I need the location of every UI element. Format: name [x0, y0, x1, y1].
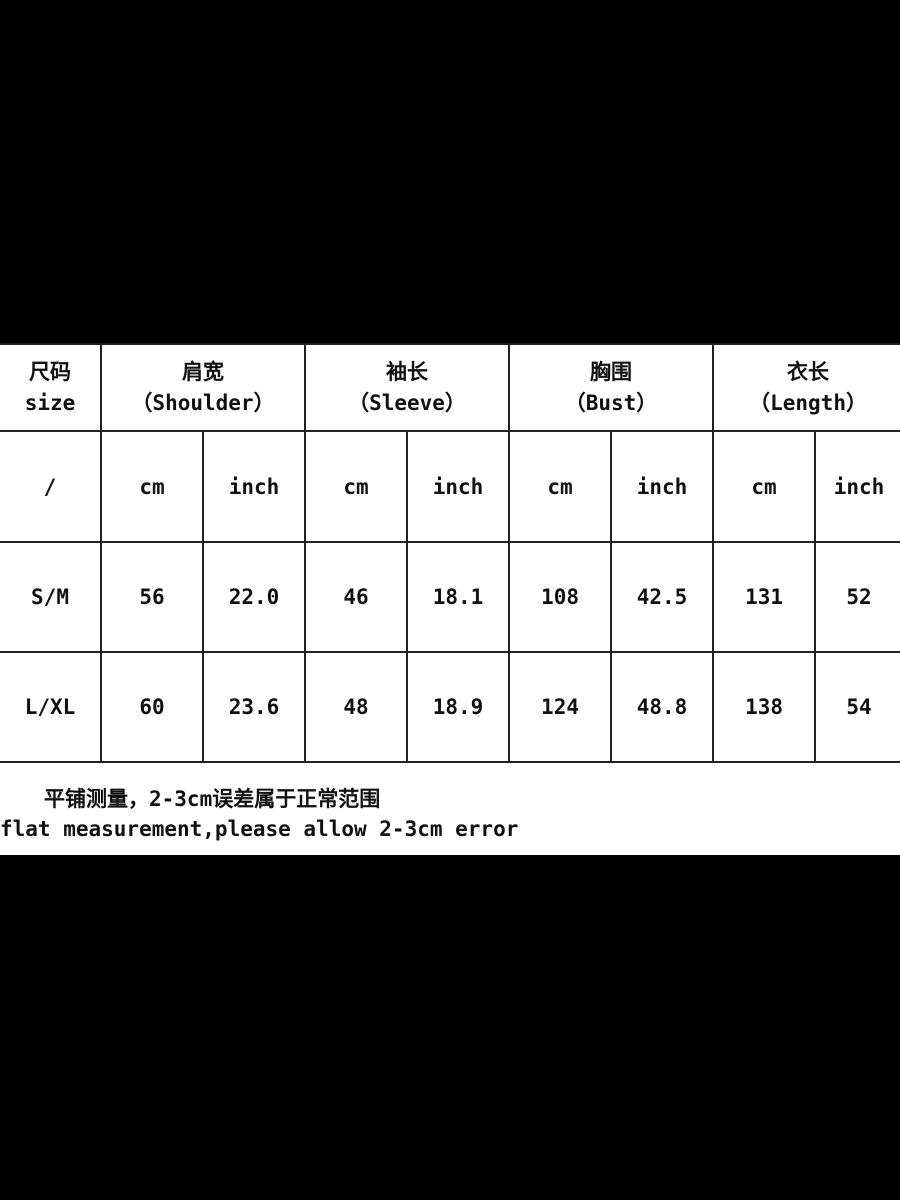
value-cell: 18.1	[405, 541, 511, 653]
unit-cell: inch	[610, 430, 715, 543]
header-sleeve-en: （Sleeve）	[348, 390, 466, 415]
size-cell: S/M	[0, 541, 102, 653]
value-cell: 48.8	[610, 651, 715, 763]
header-size: 尺码 size	[0, 343, 102, 432]
header-bust-en: （Bust）	[564, 390, 658, 415]
value-cell: 22.0	[202, 541, 306, 653]
unit-cell: cm	[304, 430, 408, 543]
header-sleeve: 袖长 （Sleeve）	[303, 343, 511, 432]
unit-cell: cm	[100, 430, 204, 543]
header-bust-zh: 胸围	[590, 359, 633, 384]
unit-cell: inch	[202, 430, 306, 543]
note-chinese: 平铺测量，2-3cm误差属于正常范围	[44, 787, 381, 811]
header-shoulder-en: （Shoulder）	[131, 390, 275, 415]
value-cell: 23.6	[202, 651, 306, 763]
value-cell: 48	[304, 651, 408, 763]
unit-cell: inch	[405, 430, 511, 543]
header-size-en: size	[24, 390, 76, 415]
table-row: S/M 56 22.0 46 18.1 108 42.5 131 52	[0, 541, 900, 653]
value-cell: 138	[712, 651, 817, 763]
value-cell: 56	[100, 541, 204, 653]
value-cell: 52	[814, 541, 900, 653]
value-cell: 131	[712, 541, 817, 653]
header-bust: 胸围 （Bust）	[508, 343, 715, 432]
header-length: 衣长 （Length）	[712, 343, 900, 432]
header-length-en: （Length）	[749, 390, 867, 415]
unit-cell: cm	[712, 430, 817, 543]
size-cell: L/XL	[0, 651, 102, 763]
value-cell: 54	[814, 651, 900, 763]
value-cell: 108	[508, 541, 613, 653]
value-cell: 60	[100, 651, 204, 763]
header-size-zh: 尺码	[29, 359, 71, 384]
note-english: flat measurement,please allow 2-3cm erro…	[0, 817, 519, 841]
unit-cell: inch	[814, 430, 900, 543]
size-table: 尺码 size 肩宽 （Shoulder） 袖长 （Sleeve） 胸围 （Bust） …	[0, 343, 900, 763]
unit-cell: /	[0, 430, 102, 543]
value-cell: 18.9	[405, 651, 511, 763]
unit-row: / cm inch cm inch cm inch cm inch	[0, 430, 900, 543]
header-length-zh: 衣长	[787, 359, 830, 384]
value-cell: 42.5	[610, 541, 715, 653]
header-shoulder: 肩宽 （Shoulder）	[100, 343, 306, 432]
table-row: L/XL 60 23.6 48 18.9 124 48.8 138 54	[0, 651, 900, 763]
header-sleeve-zh: 袖长	[386, 359, 428, 384]
value-cell: 46	[304, 541, 408, 653]
header-shoulder-zh: 肩宽	[182, 359, 224, 384]
value-cell: 124	[508, 651, 613, 763]
header-row: 尺码 size 肩宽 （Shoulder） 袖长 （Sleeve） 胸围 （Bust） …	[0, 343, 900, 432]
unit-cell: cm	[508, 430, 613, 543]
size-chart: 尺码 size 肩宽 （Shoulder） 袖长 （Sleeve） 胸围 （Bust） …	[0, 343, 900, 855]
